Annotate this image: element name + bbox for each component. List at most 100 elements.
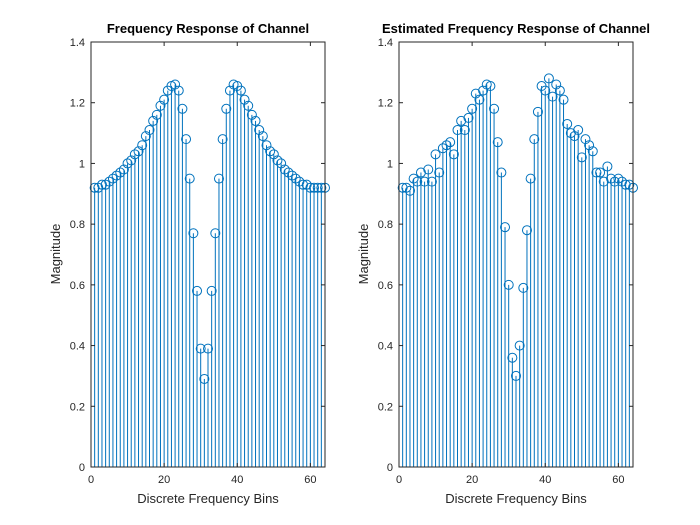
stem-marker xyxy=(602,161,613,172)
stem-marker xyxy=(573,125,584,136)
stem-marker xyxy=(423,164,434,175)
stem-marker xyxy=(276,158,287,169)
stem-marker xyxy=(540,85,551,96)
stem-marker xyxy=(206,285,217,296)
y-tick-label: 1.4 xyxy=(378,37,393,49)
stem-marker xyxy=(503,279,514,290)
y-tick-label: 1.4 xyxy=(70,37,85,49)
stem-marker xyxy=(489,103,500,114)
stem-marker xyxy=(140,131,151,142)
stem-marker xyxy=(511,370,521,381)
stem-marker xyxy=(587,146,598,157)
stem-marker xyxy=(224,85,235,96)
y-axis-label: Magnitude xyxy=(356,224,371,285)
chart-title: Frequency Response of Channel xyxy=(107,21,309,36)
x-axis-label: Discrete Frequency Bins xyxy=(137,491,279,506)
chart-estimated-channel-response: Estimated Frequency Response of Channel … xyxy=(356,21,650,506)
stem-marker xyxy=(547,91,558,102)
stem-marker xyxy=(184,173,195,184)
stem-series xyxy=(397,73,638,467)
stem-marker xyxy=(118,164,129,175)
stem-marker xyxy=(243,100,254,111)
stem-marker xyxy=(459,125,470,136)
stem-marker xyxy=(298,179,309,190)
stem-marker xyxy=(287,170,298,181)
y-tick-label: 0.2 xyxy=(378,401,393,413)
stem-marker xyxy=(181,134,192,145)
stem-marker xyxy=(492,137,503,148)
stem-marker xyxy=(111,170,122,181)
stem-marker xyxy=(452,125,463,136)
stem-marker xyxy=(485,81,496,92)
y-tick-label: 0.4 xyxy=(70,341,85,353)
stem-marker xyxy=(576,152,587,163)
stem-marker xyxy=(551,79,562,90)
y-tick-label: 0.6 xyxy=(378,280,393,292)
y-tick-label: 0 xyxy=(387,462,393,474)
stem-marker xyxy=(213,173,224,184)
stem-marker xyxy=(115,167,126,178)
stem-marker xyxy=(496,167,507,178)
stem-marker xyxy=(412,176,423,187)
stem-marker xyxy=(437,143,448,154)
stem-marker xyxy=(246,109,257,120)
stem-marker xyxy=(430,149,441,160)
stem-marker xyxy=(257,131,268,142)
chart-channel-response: Frequency Response of Channel Discrete F… xyxy=(48,21,330,506)
stem-marker xyxy=(265,146,276,157)
y-tick-label: 1.2 xyxy=(70,98,85,110)
stem-marker xyxy=(408,173,419,184)
stem-marker xyxy=(419,176,430,187)
stem-marker xyxy=(261,140,272,151)
stem-marker xyxy=(467,103,478,114)
y-tick-label: 1 xyxy=(387,158,393,170)
y-tick-label: 1.2 xyxy=(378,98,393,110)
stem-marker xyxy=(195,343,206,354)
y-tick-label: 1 xyxy=(79,158,85,170)
stem-marker xyxy=(613,173,624,184)
stem-marker xyxy=(279,164,290,175)
stem-marker xyxy=(235,85,246,96)
stem-marker xyxy=(591,167,602,178)
stem-marker xyxy=(301,179,312,190)
stem-marker xyxy=(441,140,452,151)
stem-marker xyxy=(401,182,412,193)
stem-marker xyxy=(606,173,617,184)
stem-marker xyxy=(203,343,213,354)
stem-marker xyxy=(529,134,540,145)
stem-marker xyxy=(250,115,261,126)
stem-marker xyxy=(558,94,569,105)
stem-marker xyxy=(283,167,294,178)
chart-title: Estimated Frequency Response of Channel xyxy=(382,21,650,36)
tick-labels: 0 20 40 60 0 0.2 0.4 0.6 0.8 1 1.2 1.4 xyxy=(378,37,625,486)
y-tick-label: 0.8 xyxy=(70,219,85,231)
stem-marker xyxy=(507,352,518,363)
x-tick-label: 20 xyxy=(466,474,478,486)
stem-marker xyxy=(532,106,543,117)
stem-marker xyxy=(254,125,265,136)
stem-marker xyxy=(294,176,305,187)
stem-marker xyxy=(272,155,283,166)
x-tick-label: 0 xyxy=(396,474,402,486)
stem-marker xyxy=(474,94,485,105)
stem-marker xyxy=(199,373,210,384)
stem-marker xyxy=(107,173,118,184)
stem-marker xyxy=(584,140,595,151)
stem-marker xyxy=(426,176,437,187)
stem-marker xyxy=(100,179,111,190)
stem-marker xyxy=(316,182,327,193)
y-axis-label: Magnitude xyxy=(48,224,63,285)
stem-marker xyxy=(562,118,573,129)
stem-marker xyxy=(521,225,532,236)
stem-marker xyxy=(463,112,474,123)
x-tick-label: 60 xyxy=(304,474,316,486)
stem-marker xyxy=(397,182,408,193)
stem-marker xyxy=(89,182,100,193)
stem-marker xyxy=(305,182,316,193)
stem-marker xyxy=(173,85,184,96)
stem-marker xyxy=(617,176,628,187)
stem-marker xyxy=(624,179,635,190)
stem-marker xyxy=(177,103,188,114)
